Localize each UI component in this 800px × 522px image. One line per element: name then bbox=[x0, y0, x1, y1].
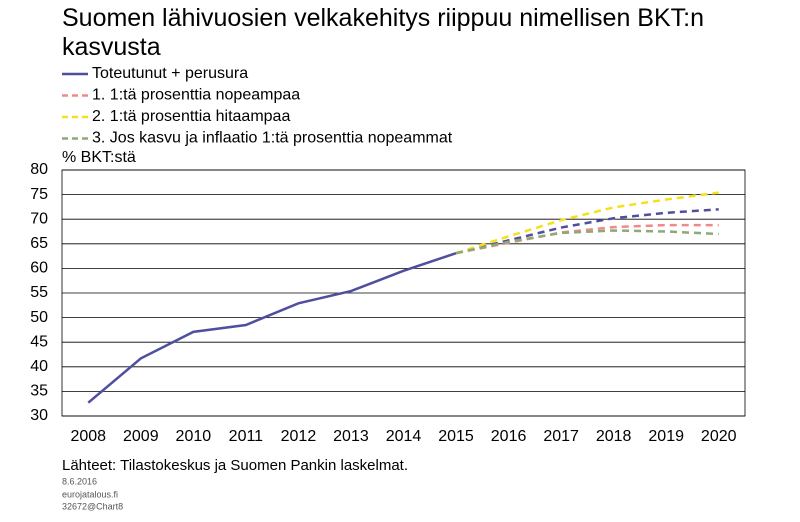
y-tick-label: 35 bbox=[30, 383, 48, 400]
plot-border bbox=[61, 169, 746, 417]
y-tick-label: 55 bbox=[30, 284, 48, 301]
y-tick-label: 65 bbox=[30, 235, 48, 252]
x-tick-label: 2018 bbox=[596, 428, 632, 445]
x-tick-label: 2020 bbox=[701, 428, 737, 445]
x-tick-label: 2013 bbox=[333, 428, 369, 445]
legend-label: 1. 1:tä prosenttia nopeampaa bbox=[92, 87, 300, 104]
series-line bbox=[455, 229, 719, 255]
y-tick-label: 30 bbox=[30, 407, 48, 424]
x-tick-label: 2011 bbox=[229, 428, 264, 445]
x-tick-label: 2016 bbox=[491, 428, 527, 445]
x-tick-label: 2009 bbox=[123, 428, 159, 445]
x-tick-label: 2012 bbox=[281, 428, 317, 445]
x-tick-label: 2017 bbox=[543, 428, 579, 445]
note: eurojatalous.fi bbox=[62, 489, 118, 499]
x-tick-label: 2014 bbox=[386, 428, 422, 445]
series-line bbox=[455, 223, 719, 255]
x-tick-label: 2008 bbox=[70, 428, 106, 445]
x-tick-label: 2019 bbox=[648, 428, 684, 445]
legend-label: Toteutunut + perusura bbox=[92, 65, 248, 82]
series-line bbox=[455, 191, 719, 255]
note: 32672@Chart8 bbox=[62, 501, 123, 511]
legend-label: 3. Jos kasvu ja inflaatio 1:tä prosentti… bbox=[92, 130, 453, 147]
source: Lähteet: Tilastokeskus ja Suomen Pankin … bbox=[62, 457, 408, 474]
y-tick-label: 75 bbox=[30, 186, 48, 203]
x-tick-label: 2010 bbox=[176, 428, 212, 445]
y-axis-label: % BKT:stä bbox=[62, 149, 136, 166]
y-tick-label: 70 bbox=[30, 210, 48, 227]
legend-label: 2. 1:tä prosenttia hitaampaa bbox=[92, 108, 290, 125]
chart-title: Suomen lähivuosien velkakehitys riippuu … bbox=[62, 4, 705, 61]
y-tick-label: 40 bbox=[30, 358, 48, 375]
y-tick-label: 80 bbox=[30, 161, 48, 178]
y-tick-label: 45 bbox=[30, 333, 48, 350]
series-line bbox=[87, 251, 457, 404]
note: 8.6.2016 bbox=[62, 476, 97, 486]
y-tick-label: 60 bbox=[30, 260, 48, 277]
y-tick-label: 50 bbox=[30, 309, 48, 326]
x-tick-label: 2015 bbox=[438, 428, 474, 445]
series-line bbox=[455, 208, 719, 255]
